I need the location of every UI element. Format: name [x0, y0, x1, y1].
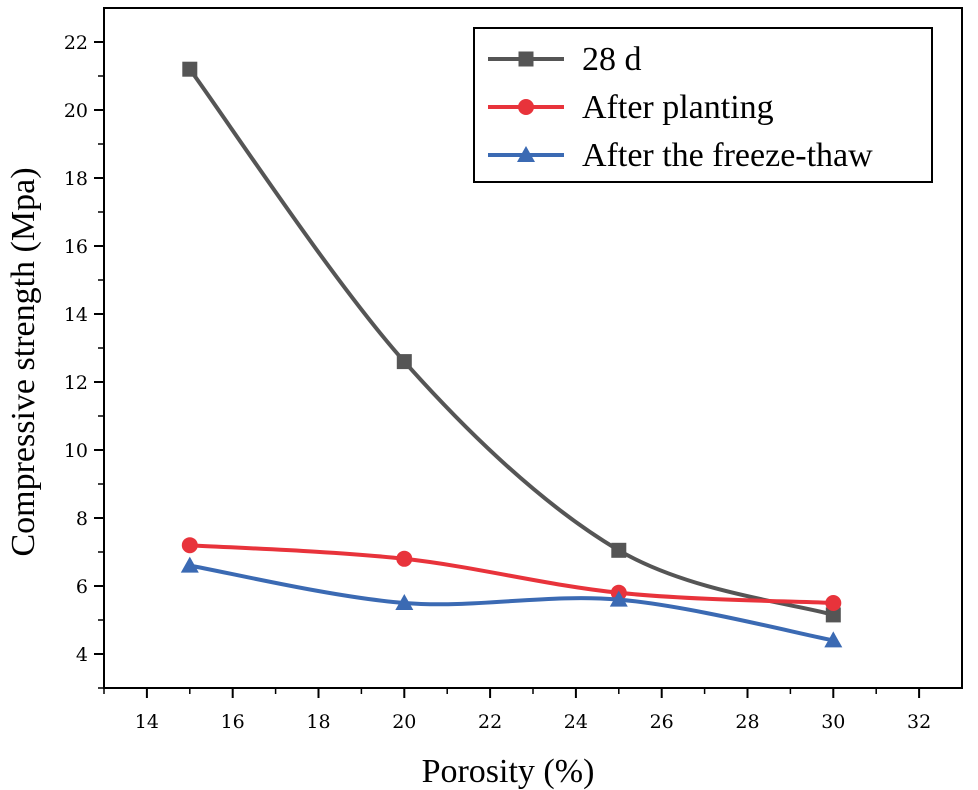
- legend-item: After planting: [488, 89, 774, 126]
- x-tick-label: 24: [564, 711, 588, 733]
- y-tick-label: 18: [64, 168, 88, 190]
- y-tick-label: 4: [76, 644, 88, 666]
- y-tick-label: 12: [64, 372, 88, 394]
- data-point: [609, 590, 628, 607]
- legend-marker: [517, 146, 535, 162]
- series-line: [187, 67, 836, 617]
- x-axis-title: Porosity (%): [422, 753, 595, 790]
- data-point: [395, 594, 414, 610]
- data-point: [825, 595, 842, 611]
- y-tick-label: 22: [64, 32, 88, 54]
- x-tick-label: 32: [907, 711, 931, 733]
- data-point: [825, 607, 841, 623]
- legend-label: 28 d: [582, 41, 642, 78]
- data-point: [181, 537, 198, 554]
- x-tick-label: 20: [392, 711, 416, 733]
- x-tick-label: 28: [735, 711, 759, 733]
- y-tick-label: 20: [64, 100, 88, 122]
- data-point: [824, 631, 843, 648]
- x-tick-label: 30: [821, 711, 845, 733]
- legend-label: After planting: [582, 89, 774, 126]
- data-point: [396, 550, 413, 567]
- data-point: [182, 61, 198, 77]
- x-tick-label: 22: [478, 711, 502, 733]
- series-line: [187, 543, 836, 605]
- series-line: [187, 563, 836, 643]
- series-layer: [180, 61, 843, 648]
- y-axis-ticks: 4 6 8 10 12 14 16 18 20 22: [64, 32, 104, 689]
- legend-item: After the freeze-thaw: [488, 137, 873, 174]
- x-tick-label: 18: [306, 711, 330, 733]
- y-axis-title: Compressive strength (Mpa): [5, 167, 42, 556]
- x-tick-label: 26: [650, 711, 674, 733]
- series-2: [180, 556, 843, 648]
- legend-marker: [518, 99, 534, 115]
- legend-marker: [518, 51, 534, 67]
- legend: 28 d After planting After the freeze-thaw: [473, 27, 933, 183]
- y-tick-label: 6: [76, 576, 88, 598]
- y-tick-label: 10: [64, 440, 88, 462]
- series-0: [182, 61, 841, 623]
- x-axis-ticks: 14 16 18 20 22 24 26 28 30 32: [103, 688, 931, 733]
- legend-label: After the freeze-thaw: [582, 137, 873, 174]
- y-tick-label: 14: [64, 304, 88, 326]
- y-tick-label: 16: [64, 236, 88, 258]
- data-point: [396, 354, 412, 370]
- data-point: [611, 542, 627, 558]
- x-tick-label: 14: [135, 711, 159, 733]
- x-tick-label: 16: [221, 711, 245, 733]
- data-point: [180, 556, 199, 573]
- y-tick-label: 8: [76, 508, 88, 530]
- legend-item: 28 d: [488, 41, 642, 78]
